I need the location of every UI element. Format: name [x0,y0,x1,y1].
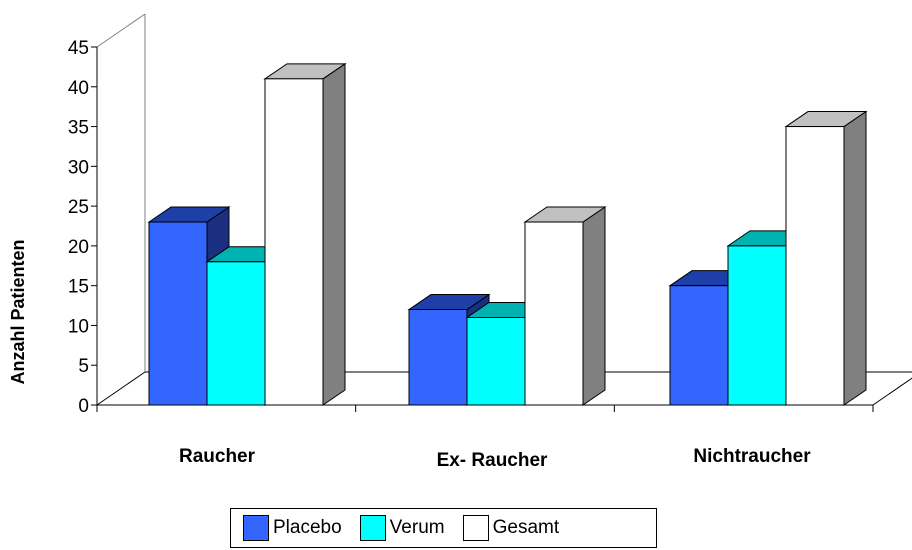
legend-label: Placebo [273,517,342,538]
bar-side [322,62,346,406]
y-tick-label: 35 [68,118,89,139]
bar-side [582,206,606,406]
y-tick-label: 15 [68,277,89,298]
legend-swatch [243,515,269,541]
x-axis-labels: Raucher Ex- Raucher Nichtraucher [179,446,811,471]
y-tick-label: 45 [68,38,89,59]
bar [523,206,607,406]
bar-front [264,78,324,406]
bars [147,62,868,406]
legend-swatch [462,515,489,541]
floor-right-edge [872,377,912,406]
y-tick-label: 25 [68,197,89,218]
y-axis-title: Anzahl Patienten [8,239,28,384]
bar-front [148,221,208,406]
bar-front [669,285,729,406]
bar-front [206,261,266,406]
bar-front [785,126,845,406]
legend-item: Gesamt [462,515,560,541]
y-tick-label: 20 [68,237,89,258]
y-tick-label: 5 [78,356,89,377]
x-category-label: Raucher [179,446,256,467]
bar-front [408,309,468,406]
y-tick-label: 40 [68,78,89,99]
y-axis: 0 5 10 15 20 25 30 35 40 45 [68,38,874,417]
bar [784,110,868,406]
legend-label: Verum [389,517,445,538]
bar-group [668,110,868,406]
bar-front [466,316,526,406]
side-wall-top-edge [96,13,146,48]
y-tick-label: 0 [78,396,89,417]
x-category-label: Nichtraucher [693,446,811,467]
legend-swatch [359,515,386,541]
legend-item: Placebo [243,515,342,541]
bar-chart: 0 5 10 15 20 25 30 35 40 45 Raucher Ex- Raucher Nic… [8,13,912,471]
legend-label: Gesamt [492,517,560,538]
bar-group [147,62,347,406]
bar-side [843,110,867,406]
x-category-label: Ex- Raucher [437,450,548,471]
legend-item: Verum [359,515,445,541]
legend: Placebo Verum Gesamt [230,508,657,548]
bar-front [727,245,787,406]
y-tick-label: 30 [68,157,89,178]
floor-left-edge [96,371,146,406]
bar-group [407,206,607,406]
y-tick-label: 10 [68,316,89,337]
bar [263,62,347,406]
bar-front [524,221,584,406]
